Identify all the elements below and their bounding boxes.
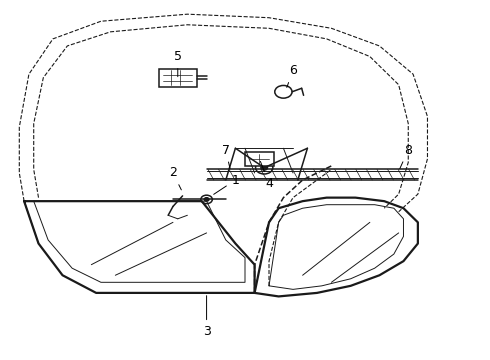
FancyBboxPatch shape <box>245 152 274 166</box>
Text: 5: 5 <box>174 50 182 77</box>
Text: 7: 7 <box>222 144 230 168</box>
Text: 3: 3 <box>203 296 211 338</box>
Circle shape <box>204 198 209 201</box>
Text: 8: 8 <box>400 144 412 168</box>
Text: 1: 1 <box>214 174 239 194</box>
Text: 4: 4 <box>260 161 273 190</box>
Text: 2: 2 <box>169 166 181 190</box>
Text: 6: 6 <box>287 64 297 87</box>
FancyBboxPatch shape <box>159 69 197 86</box>
Circle shape <box>261 165 268 170</box>
